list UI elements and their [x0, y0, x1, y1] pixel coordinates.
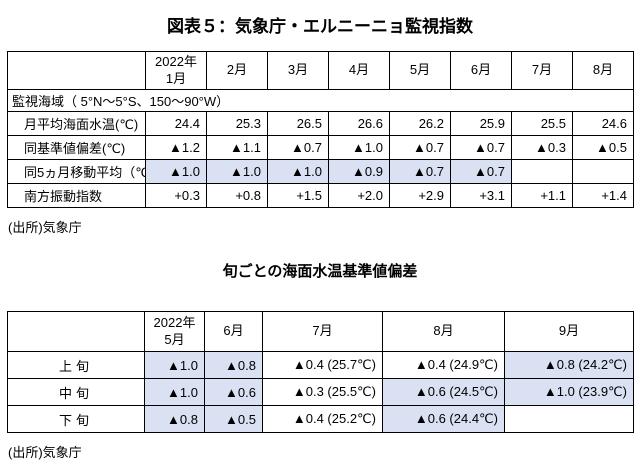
value-cell: ▲0.6 (24.5℃) [382, 378, 505, 406]
value-cell: ▲0.5 [572, 135, 634, 160]
value-cell: 25.5 [511, 111, 573, 136]
value-cell: ▲0.8 [144, 405, 205, 433]
value-cell: ▲0.8 (24.2℃) [504, 351, 634, 379]
source-note: (出所)気象庁 [8, 445, 82, 460]
month-header: 2022年 5月 [144, 311, 205, 352]
row-label: 南方振動指数 [7, 183, 146, 208]
month-header: 7月 [511, 51, 573, 90]
dekadal-sst-deviation-table: 2022年 5月 6月 7月 8月 9月 上旬 ▲1.0 ▲0.8 ▲0.4 (2… [7, 311, 634, 433]
value-cell: ▲0.6 [204, 378, 263, 406]
value-cell: ▲1.1 [206, 135, 268, 160]
value-cell: ▲0.8 [204, 351, 263, 379]
year-label: 2022年 [155, 54, 197, 70]
value-cell: +0.3 [145, 183, 207, 208]
value-cell: ▲0.3 [511, 135, 573, 160]
month-header: 6月 [450, 51, 512, 90]
month-header: 9月 [504, 311, 634, 352]
month-header: 7月 [262, 311, 383, 352]
month-header: 5月 [389, 51, 451, 90]
table-row: 同基準値偏差(℃) ▲1.2 ▲1.1 ▲0.7 ▲1.0 ▲0.7 ▲0.7 … [7, 135, 634, 160]
table-row: 下旬 ▲0.8 ▲0.5 ▲0.4 (25.2℃) ▲0.6 (24.4℃) [7, 405, 634, 433]
figure-title: 図表５：気象庁・エルニーニョ監視指数 [167, 17, 473, 36]
value-cell: ▲0.4 (24.9℃) [382, 351, 505, 379]
value-cell: ▲1.0 [144, 378, 205, 406]
value-cell: ▲0.7 [389, 159, 451, 184]
value-cell: ▲0.4 (25.2℃) [262, 405, 383, 433]
corner-cell [7, 51, 146, 90]
value-cell: 25.9 [450, 111, 512, 136]
value-cell: 24.6 [572, 111, 634, 136]
row-label: 下旬 [7, 405, 145, 433]
value-cell: ▲0.7 [450, 135, 512, 160]
value-cell: ▲0.5 [204, 405, 263, 433]
table-row: 同5ヵ月移動平均（℃） ▲1.0 ▲1.0 ▲1.0 ▲0.9 ▲0.7 ▲0.… [7, 159, 634, 184]
value-cell: ▲1.0 (23.9℃) [504, 378, 634, 406]
value-cell: 26.5 [267, 111, 329, 136]
row-label: 月平均海面水温(℃) [7, 111, 146, 136]
value-cell: 26.2 [389, 111, 451, 136]
value-cell: +2.0 [328, 183, 390, 208]
month-header: 6月 [204, 311, 263, 352]
month-label: 1月 [165, 70, 187, 86]
month-label: 5月 [164, 331, 185, 347]
value-cell: +1.1 [511, 183, 573, 208]
row-label: 同基準値偏差(℃) [7, 135, 146, 160]
table-row: 月平均海面水温(℃) 24.4 25.3 26.5 26.6 26.2 25.9… [7, 111, 634, 136]
value-cell: ▲0.7 [267, 135, 329, 160]
value-cell: +3.1 [450, 183, 512, 208]
table-row: 中旬 ▲1.0 ▲0.6 ▲0.3 (25.5℃) ▲0.6 (24.5℃) ▲… [7, 378, 634, 406]
month-header: 8月 [382, 311, 505, 352]
value-cell: ▲1.0 [328, 135, 390, 160]
value-cell: ▲0.6 (24.4℃) [382, 405, 505, 433]
table-row: 上旬 ▲1.0 ▲0.8 ▲0.4 (25.7℃) ▲0.4 (24.9℃) ▲… [7, 351, 634, 379]
value-cell: ▲0.3 (25.5℃) [262, 378, 383, 406]
value-cell: ▲1.2 [145, 135, 207, 160]
source-note: (出所)気象庁 [8, 220, 82, 235]
value-cell: ▲1.0 [145, 159, 207, 184]
row-label: 同5ヵ月移動平均（℃） [7, 159, 146, 184]
header-row: 2022年 5月 6月 7月 8月 9月 [7, 311, 634, 352]
month-header: 3月 [267, 51, 329, 90]
year-label: 2022年 [153, 315, 196, 331]
value-cell: +2.9 [389, 183, 451, 208]
value-cell: ▲0.4 (25.7℃) [262, 351, 383, 379]
month-header: 8月 [572, 51, 634, 90]
corner-cell [7, 311, 145, 352]
value-cell: +1.4 [572, 183, 634, 208]
month-header: 2月 [206, 51, 268, 90]
value-cell: +0.8 [206, 183, 268, 208]
value-cell: ▲1.0 [267, 159, 329, 184]
value-cell: 24.4 [145, 111, 207, 136]
table-row: 南方振動指数 +0.3 +0.8 +1.5 +2.0 +2.9 +3.1 +1.… [7, 183, 634, 208]
elnino-monitoring-table: 2022年 1月 2月 3月 4月 5月 6月 7月 8月 監視海域（ 5°N～5… [7, 51, 634, 208]
value-cell: +1.5 [267, 183, 329, 208]
value-cell [511, 159, 573, 184]
value-cell [572, 159, 634, 184]
subtitle: 旬ごとの海面水温基準値偏差 [222, 263, 418, 280]
value-cell: ▲0.7 [450, 159, 512, 184]
header-row: 2022年 1月 2月 3月 4月 5月 6月 7月 8月 [7, 51, 634, 90]
value-cell: 26.6 [328, 111, 390, 136]
value-cell [504, 405, 634, 433]
value-cell: ▲0.9 [328, 159, 390, 184]
row-label: 中旬 [7, 378, 145, 406]
value-cell: ▲1.0 [144, 351, 205, 379]
value-cell: 25.3 [206, 111, 268, 136]
region-row: 監視海域（ 5°N～5°S、150～90°W） [7, 89, 634, 112]
value-cell: ▲1.0 [206, 159, 268, 184]
value-cell: ▲0.7 [389, 135, 451, 160]
monitoring-region-label: 監視海域（ 5°N～5°S、150～90°W） [7, 89, 634, 112]
month-header: 2022年 1月 [145, 51, 207, 90]
row-label: 上旬 [7, 351, 145, 379]
month-header: 4月 [328, 51, 390, 90]
